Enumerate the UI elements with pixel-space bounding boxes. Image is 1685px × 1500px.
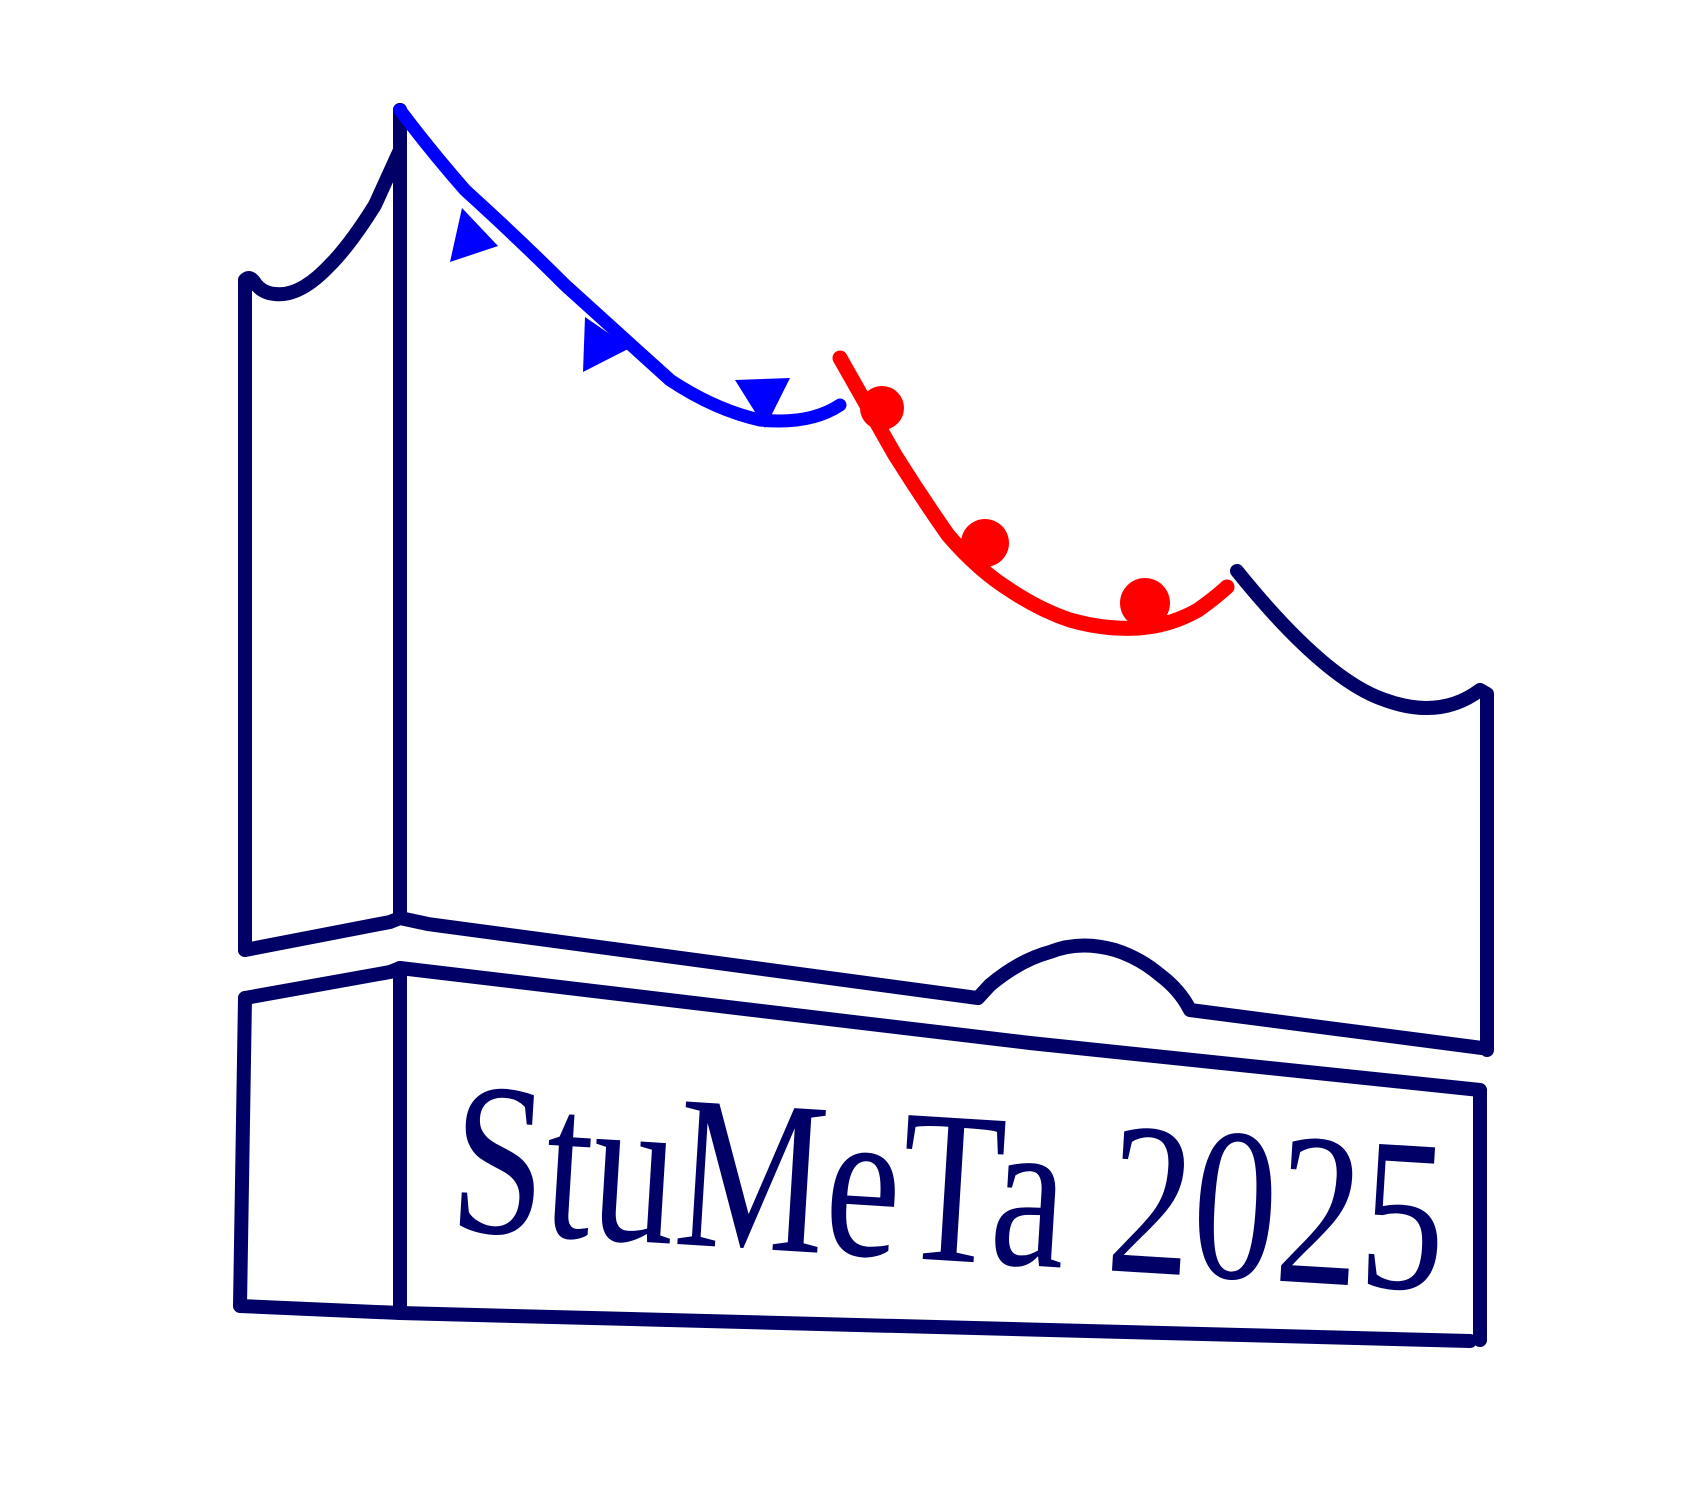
garland-bunting [393,103,847,428]
bunting-flag [583,317,630,372]
lantern-ornament [961,519,1009,567]
building-upper-outline [238,103,1494,1057]
building-base-outline [233,961,1487,1348]
garland-lanterns [832,350,1235,636]
bunting-flag [450,208,498,262]
bunting-flag [735,378,790,428]
lantern-ornament [860,386,904,430]
lantern-ornament [1120,578,1170,628]
logo-title-text: StuMeTa 2025 [445,1037,1453,1338]
